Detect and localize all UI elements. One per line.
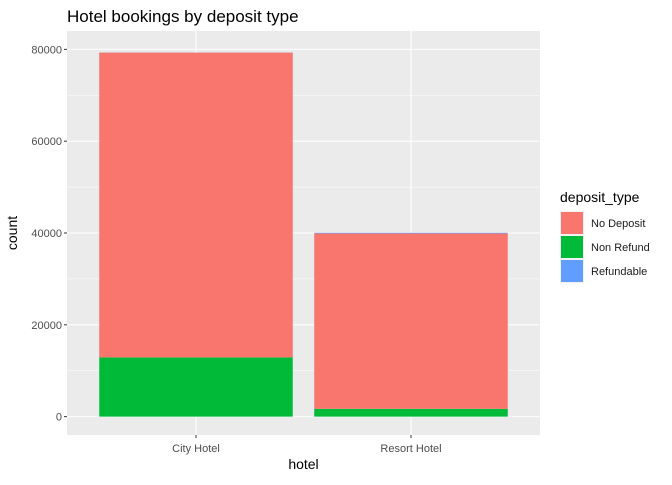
bar-city-hotel-no-deposit — [99, 53, 293, 358]
chart-title: Hotel bookings by deposit type — [67, 7, 299, 26]
legend-swatch-non-refund — [561, 236, 583, 258]
legend-label-non-refund: Non Refund — [591, 242, 650, 254]
y-tick-label: 0 — [56, 412, 62, 424]
bar-city-hotel-non-refund — [99, 357, 293, 416]
legend-label-no-deposit: No Deposit — [591, 218, 645, 230]
y-tick-label: 80000 — [31, 44, 62, 56]
legend: deposit_type No Deposit Non Refund Refunda… — [560, 189, 650, 283]
x-tick-label: Resort Hotel — [380, 443, 441, 455]
x-axis-title: hotel — [288, 456, 318, 472]
bar-resort-hotel-no-deposit — [314, 233, 508, 408]
legend-title: deposit_type — [560, 189, 640, 205]
legend-items: No Deposit Non Refund Refundable — [560, 211, 650, 283]
y-tick-label: 60000 — [31, 136, 62, 148]
y-axis-title: count — [4, 216, 20, 250]
y-tick-label: 20000 — [31, 320, 62, 332]
bar-resort-hotel-refundable — [314, 233, 508, 234]
x-tick-label: City Hotel — [172, 443, 220, 455]
bar-resort-hotel-non-refund — [314, 409, 508, 417]
legend-swatch-refundable — [561, 260, 583, 282]
legend-swatch-no-deposit — [561, 212, 583, 234]
legend-label-refundable: Refundable — [591, 266, 647, 278]
y-tick-label: 40000 — [31, 228, 62, 240]
